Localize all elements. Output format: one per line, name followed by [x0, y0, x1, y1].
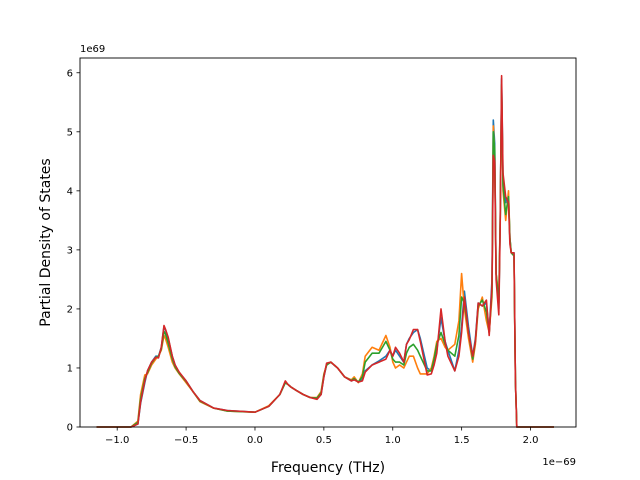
x-axis-label: Frequency (THz) — [271, 460, 385, 476]
y-tick-label: 1 — [67, 363, 73, 374]
x-axis-offset-label: 1e−69 — [542, 457, 576, 468]
pdos-series-line-2 — [96, 89, 554, 428]
plot-frame — [79, 57, 577, 428]
x-tick-label: 1.0 — [385, 435, 401, 446]
x-axis-ticks: −1.0 −0.5 0.0 0.5 1.0 1.5 2.0 — [105, 427, 538, 446]
y-axis-ticks: 0 1 2 3 4 5 6 — [67, 68, 80, 434]
x-tick-label: −1.0 — [105, 435, 129, 446]
y-tick-label: 3 — [67, 245, 73, 256]
x-tick-label: 0.0 — [247, 435, 263, 446]
y-axis-offset-label: 1e69 — [80, 44, 105, 55]
y-axis-label: Partial Density of States — [38, 158, 54, 326]
y-tick-label: 4 — [67, 186, 73, 197]
pdos-series-line-1 — [96, 77, 554, 428]
y-tick-label: 6 — [67, 68, 73, 79]
x-tick-label: −0.5 — [174, 435, 198, 446]
y-tick-label: 2 — [67, 304, 73, 315]
y-tick-label: 5 — [67, 127, 73, 138]
y-tick-label: 0 — [67, 423, 73, 434]
x-tick-label: 2.0 — [523, 435, 539, 446]
x-tick-label: 0.5 — [316, 435, 332, 446]
series-layer — [96, 74, 554, 428]
pdos-series-line-3 — [96, 83, 554, 428]
x-tick-label: 1.5 — [454, 435, 470, 446]
pdos-series-line-4 — [96, 74, 554, 428]
